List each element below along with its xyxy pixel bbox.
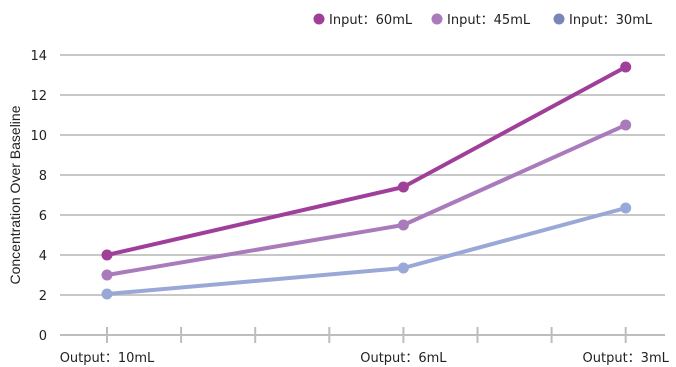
x-axis-tick-labels: Output：10mL Output：6mL Output：3mL bbox=[60, 351, 670, 366]
x-tick-label: Output：3mL bbox=[583, 351, 670, 366]
data-point bbox=[397, 219, 409, 231]
y-tick-label: 8 bbox=[39, 169, 47, 184]
legend-label: Input：45mL bbox=[447, 13, 531, 28]
y-tick-label: 4 bbox=[39, 249, 47, 264]
y-tick-label: 12 bbox=[30, 89, 47, 104]
series-line bbox=[105, 206, 628, 296]
legend-marker bbox=[431, 13, 443, 25]
series-points bbox=[101, 61, 632, 300]
data-point bbox=[620, 119, 632, 131]
y-tick-label: 6 bbox=[39, 209, 47, 224]
legend-label: Input：30mL bbox=[569, 13, 653, 28]
data-point bbox=[101, 288, 113, 300]
data-point bbox=[620, 61, 632, 73]
legend-marker bbox=[313, 13, 325, 25]
data-point bbox=[397, 181, 409, 193]
y-tick-label: 2 bbox=[39, 289, 47, 304]
data-point bbox=[397, 262, 409, 274]
data-point bbox=[101, 249, 113, 261]
data-point bbox=[101, 269, 113, 281]
x-tick-label: Output：6mL bbox=[360, 351, 447, 366]
y-tick-label: 10 bbox=[30, 129, 47, 144]
legend-label: Input：60mL bbox=[329, 13, 413, 28]
data-point bbox=[620, 202, 632, 214]
x-tick-label: Output：10mL bbox=[60, 351, 155, 366]
legend-marker bbox=[553, 13, 565, 25]
y-axis-title: Concentration Over Baseline bbox=[7, 105, 23, 284]
legend: Input：60mL Input：45mL Input：30mL bbox=[313, 13, 653, 28]
y-tick-label: 0 bbox=[39, 329, 47, 344]
series-lines bbox=[105, 65, 628, 296]
series-line bbox=[105, 123, 628, 277]
x-axis bbox=[60, 327, 665, 343]
y-axis-tick-labels: 0 2 4 6 8 10 12 14 bbox=[30, 49, 47, 344]
y-tick-label: 14 bbox=[30, 49, 47, 64]
gridlines bbox=[60, 54, 665, 296]
